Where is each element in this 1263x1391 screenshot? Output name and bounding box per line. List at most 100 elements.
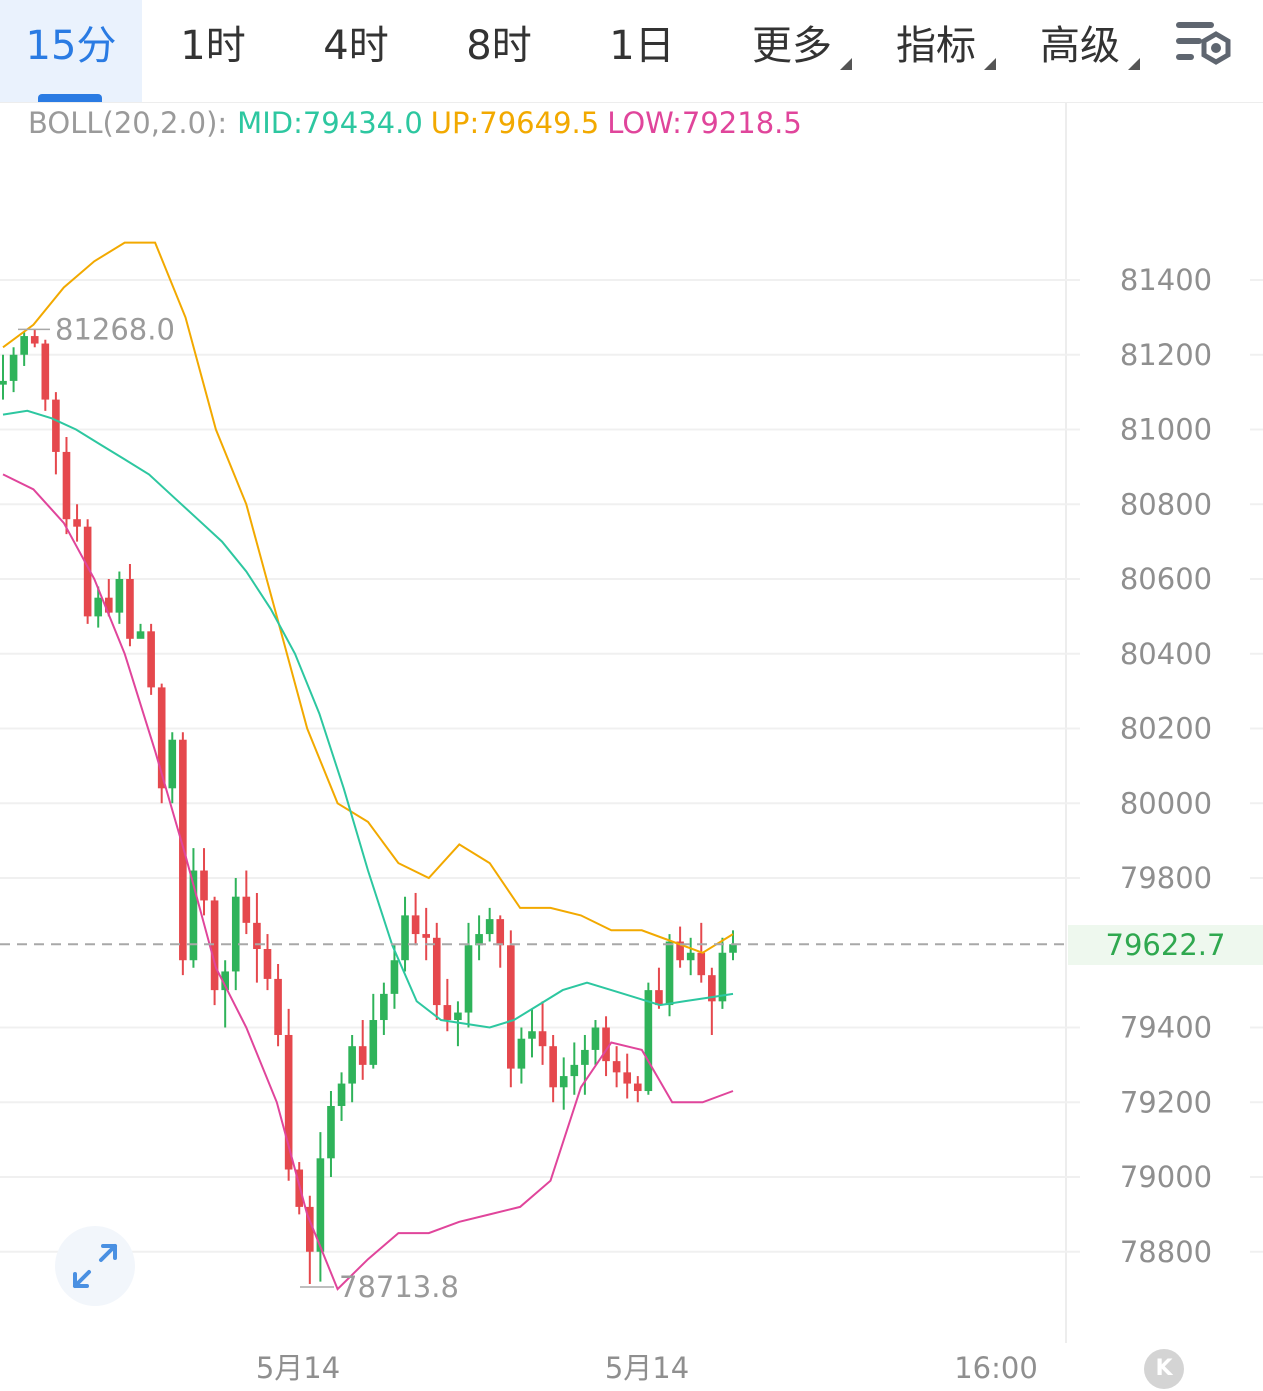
candlestick-chart[interactable]: 81400 81200 81000 80800 80600 80400 80200 80000… xyxy=(0,103,1263,1391)
boll-name: BOLL(20,2.0): xyxy=(28,106,228,140)
tab-label: 更多 xyxy=(752,23,832,69)
candle-body xyxy=(432,937,441,1006)
candle-body xyxy=(401,915,409,961)
candle-body xyxy=(168,739,177,789)
candle-body xyxy=(157,687,166,789)
boll-low-value: LOW:79218.5 xyxy=(607,106,802,140)
timeframe-tab-bar: 15分 1时 4时 8时 1日 更多 指标 高级 xyxy=(0,0,1263,103)
candle-body xyxy=(591,1027,600,1050)
tab-1h[interactable]: 1时 xyxy=(143,0,283,102)
candle-body xyxy=(464,945,473,1013)
candle-body xyxy=(485,919,494,935)
candle-body xyxy=(41,343,50,400)
k-line-toggle-button[interactable]: K xyxy=(1144,1349,1184,1389)
dropdown-caret-icon xyxy=(840,58,852,70)
candle-body xyxy=(633,1083,642,1092)
candle-body xyxy=(581,1049,589,1065)
candle-body xyxy=(602,1027,610,1062)
candle-body xyxy=(443,1005,452,1021)
candle-body xyxy=(549,1046,557,1088)
candle-body xyxy=(475,934,483,946)
tab-label: 4时 xyxy=(323,23,389,69)
candle-body xyxy=(612,1061,621,1073)
candle-body xyxy=(517,1038,526,1069)
boll-mid-band xyxy=(2,409,734,1029)
candle-body xyxy=(327,1105,335,1159)
tab-8h[interactable]: 8时 xyxy=(429,0,569,102)
y-tick-label: 81200 xyxy=(1120,338,1212,372)
candle-body xyxy=(189,870,198,961)
tab-15min[interactable]: 15分 xyxy=(0,0,142,102)
current-price-tag: 79622.7 xyxy=(1068,925,1263,965)
y-tick-label: 81000 xyxy=(1120,413,1212,447)
y-tick-label: 80400 xyxy=(1120,637,1212,671)
candle-body xyxy=(507,945,515,1069)
candle-body xyxy=(316,1158,325,1252)
candle-body xyxy=(242,896,251,923)
x-axis-label: 5月14 xyxy=(256,1351,340,1385)
candle-body xyxy=(210,900,219,991)
low-marker-label: 78713.8 xyxy=(339,1270,459,1304)
expand-arrows-icon xyxy=(73,1244,117,1288)
candle-body xyxy=(538,1031,547,1047)
candle-body xyxy=(73,519,81,527)
candle-body xyxy=(644,990,653,1092)
dropdown-caret-icon xyxy=(1128,58,1140,70)
boll-upper-band xyxy=(2,241,734,954)
candle-body xyxy=(729,944,737,953)
tab-label: 8时 xyxy=(466,23,532,69)
candle-body xyxy=(528,1031,536,1039)
candle-body xyxy=(665,941,674,1006)
candle-body xyxy=(221,971,229,991)
candle-body xyxy=(0,380,7,385)
candle-body xyxy=(496,919,505,946)
tab-more[interactable]: 更多 xyxy=(730,0,854,102)
y-tick-label: 79800 xyxy=(1120,861,1212,895)
y-tick-label: 79200 xyxy=(1120,1085,1212,1119)
candle-body xyxy=(686,952,695,961)
candle-body xyxy=(676,941,684,961)
candle-body xyxy=(337,1083,346,1106)
high-marker-label: 81268.0 xyxy=(55,312,175,346)
y-tick-label: 80200 xyxy=(1120,712,1212,746)
tab-label: 1日 xyxy=(609,23,675,69)
candle-body xyxy=(126,579,134,639)
candle-body xyxy=(104,597,113,613)
candle-body xyxy=(83,526,92,617)
candle-body xyxy=(411,915,420,935)
candle-body xyxy=(136,631,145,639)
candle-body xyxy=(358,1046,367,1065)
candle-body xyxy=(697,952,706,976)
candle-body xyxy=(274,978,282,1035)
candle-body xyxy=(623,1072,632,1084)
expand-chart-button[interactable] xyxy=(55,1226,135,1306)
candle-body xyxy=(20,336,28,355)
boll-up-value: UP:79649.5 xyxy=(430,106,600,140)
tab-4h[interactable]: 4时 xyxy=(286,0,426,102)
candle-body xyxy=(200,870,208,901)
candle-body xyxy=(422,934,430,938)
candle-body xyxy=(718,952,727,1002)
candle-body xyxy=(263,949,272,979)
tab-advanced[interactable]: 高级 xyxy=(1018,0,1142,102)
y-tick-label: 78800 xyxy=(1120,1235,1212,1269)
candle-body xyxy=(570,1064,579,1077)
candle-body xyxy=(284,1034,293,1170)
candle-body xyxy=(369,1020,378,1065)
boll-mid-value: MID:79434.0 xyxy=(237,106,423,140)
tab-indicators[interactable]: 指标 xyxy=(874,0,998,102)
tab-label: 15分 xyxy=(25,23,117,69)
candle-body xyxy=(147,631,155,688)
candle-body xyxy=(30,336,39,344)
y-tick-label: 80000 xyxy=(1120,786,1212,820)
tab-1d[interactable]: 1日 xyxy=(572,0,712,102)
candle-body xyxy=(306,1206,314,1252)
x-axis-label: 16:00 xyxy=(954,1351,1038,1385)
boll-lower-band xyxy=(2,473,734,1291)
candle-body xyxy=(559,1076,568,1088)
candle-body xyxy=(231,896,240,972)
candle-body xyxy=(380,993,388,1021)
candle-body xyxy=(62,451,71,520)
chart-settings-icon[interactable] xyxy=(1172,16,1236,76)
candle-body xyxy=(9,354,18,381)
